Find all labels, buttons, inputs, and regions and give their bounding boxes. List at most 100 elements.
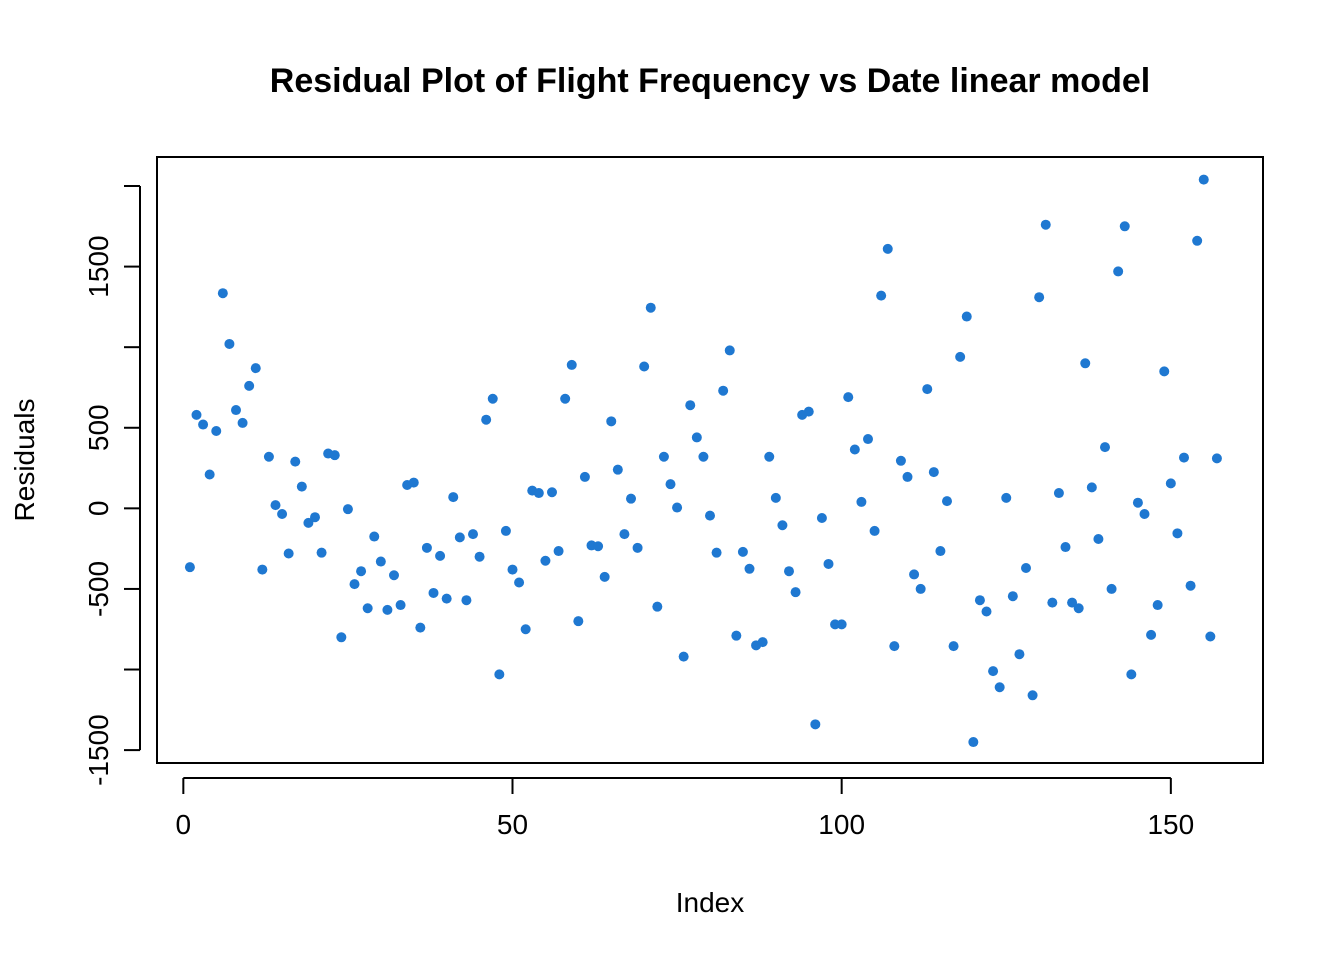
data-point: [948, 641, 959, 652]
data-point: [777, 520, 788, 531]
data-point: [231, 405, 241, 416]
data-point: [744, 563, 755, 574]
data-point: [520, 624, 531, 635]
data-point: [626, 493, 636, 504]
data-point: [369, 531, 380, 542]
data-point: [816, 513, 827, 524]
data-point: [994, 682, 1005, 693]
data-point: [1080, 358, 1091, 369]
data-point: [889, 641, 900, 652]
data-point: [560, 393, 571, 404]
data-point: [1060, 542, 1071, 553]
data-point: [1198, 174, 1209, 185]
data-point: [198, 419, 209, 430]
data-point: [672, 502, 683, 513]
data-point: [191, 409, 202, 420]
data-point: [1113, 266, 1124, 277]
data-point: [658, 451, 669, 462]
x-tick-label: 0: [176, 809, 192, 840]
data-point: [1040, 219, 1051, 230]
data-point: [435, 550, 446, 561]
data-point: [974, 595, 985, 606]
data-point: [1211, 453, 1222, 464]
data-point: [790, 587, 801, 598]
data-point: [540, 555, 551, 566]
data-point: [362, 603, 373, 614]
data-point: [863, 434, 873, 445]
data-point: [184, 562, 195, 573]
data-point: [1185, 580, 1196, 591]
data-point: [935, 546, 946, 557]
data-point: [441, 593, 452, 604]
data-point: [211, 425, 222, 436]
data-point: [968, 737, 979, 748]
data-point: [349, 579, 360, 590]
data-point: [375, 556, 386, 567]
x-axis-label: Index: [676, 887, 745, 918]
y-tick-label: 1500: [83, 235, 114, 297]
data-point: [329, 450, 340, 461]
data-point: [612, 464, 623, 475]
data-point: [1007, 591, 1018, 602]
data-point: [290, 456, 301, 467]
data-point: [803, 406, 814, 417]
data-point: [342, 504, 353, 515]
x-tick-label: 50: [497, 809, 528, 840]
data-point: [1192, 235, 1203, 246]
data-point: [250, 363, 261, 374]
data-point: [454, 532, 465, 543]
data-point: [303, 517, 314, 528]
data-point: [494, 669, 505, 680]
data-point: [382, 604, 393, 615]
data-point: [500, 525, 511, 536]
y-axis-label: Residuals: [9, 399, 40, 522]
y-axis: -1500 -500 0 500 1500: [83, 185, 141, 786]
data-point: [698, 451, 709, 462]
y-tick-label: 500: [83, 404, 114, 451]
data-point: [922, 384, 933, 395]
data-point: [764, 451, 775, 462]
data-point: [856, 496, 867, 507]
data-point: [448, 492, 459, 503]
plot-frame: [156, 156, 1264, 764]
data-point: [487, 393, 498, 404]
data-point: [1073, 603, 1084, 614]
data-point: [415, 622, 426, 633]
data-point: [1152, 600, 1163, 611]
data-point: [1119, 221, 1130, 232]
data-point: [481, 414, 492, 425]
y-tick-label: -500: [83, 561, 114, 617]
data-point: [566, 359, 577, 370]
data-point: [981, 606, 992, 617]
data-point: [685, 400, 696, 411]
data-point: [1172, 528, 1183, 539]
data-point: [283, 548, 294, 559]
data-point: [270, 500, 281, 511]
data-point: [1001, 492, 1012, 503]
data-point: [310, 512, 320, 523]
data-point: [711, 547, 722, 558]
data-point: [1014, 649, 1025, 660]
data-point: [1126, 669, 1137, 680]
data-point: [619, 529, 630, 540]
data-point: [902, 471, 913, 482]
data-point: [652, 601, 663, 612]
data-point: [1100, 442, 1110, 453]
data-point: [237, 417, 248, 428]
data-point: [533, 488, 544, 499]
data-point: [428, 587, 439, 598]
data-point: [784, 566, 794, 577]
data-point: [1093, 533, 1104, 544]
x-tick-label: 100: [818, 809, 865, 840]
data-point: [553, 546, 564, 557]
data-point: [296, 481, 307, 492]
data-point: [257, 564, 268, 575]
data-point: [1165, 478, 1176, 489]
data-point: [632, 542, 643, 553]
data-point: [843, 392, 854, 403]
data-point: [678, 651, 689, 662]
data-point: [1205, 631, 1216, 642]
data-point: [263, 451, 274, 462]
data-point: [1132, 497, 1143, 508]
x-axis: 0 50 100 150: [176, 777, 1194, 840]
